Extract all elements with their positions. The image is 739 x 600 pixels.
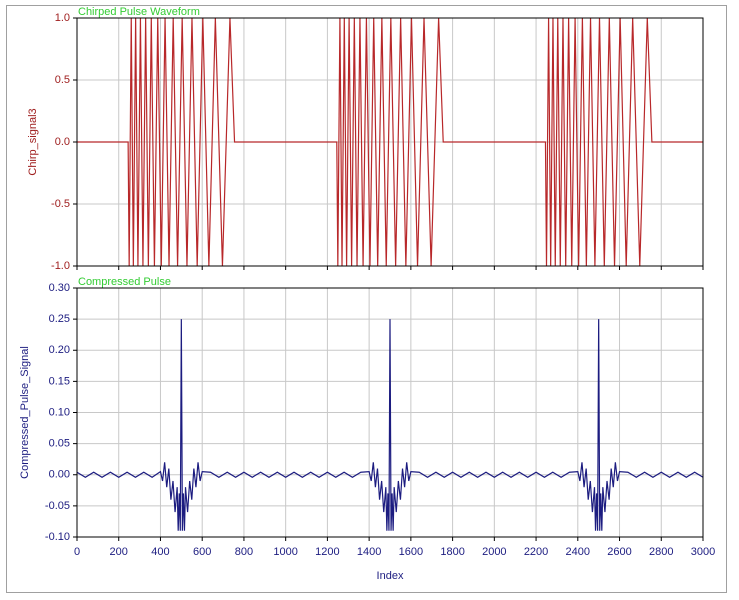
x-tick-label: 2200 xyxy=(524,546,548,558)
series-line xyxy=(76,319,704,531)
x-tick-label: 1800 xyxy=(440,546,464,558)
x-tick-label: 1600 xyxy=(399,546,423,558)
y-tick-label: 0.05 xyxy=(49,438,70,450)
x-tick-label: 200 xyxy=(110,546,128,558)
x-tick-label: 400 xyxy=(151,546,169,558)
chart-title: Compressed Pulse xyxy=(78,276,171,288)
series-line xyxy=(77,17,703,267)
y-tick-label: 1.0 xyxy=(55,12,70,24)
x-tick-label: 0 xyxy=(74,546,80,558)
x-tick-label: 600 xyxy=(193,546,211,558)
y-tick-label: 0.0 xyxy=(55,136,70,148)
x-tick-label: 2800 xyxy=(649,546,673,558)
plot-border xyxy=(76,287,704,538)
y-tick-label: 0.20 xyxy=(49,344,70,356)
y-axis-label: Chirp_signal3 xyxy=(27,108,39,175)
chart-title: Chirped Pulse Waveform xyxy=(78,6,200,18)
y-tick-label: -0.05 xyxy=(45,500,70,512)
x-tick-label: 3000 xyxy=(691,546,715,558)
x-tick-label: 1400 xyxy=(357,546,381,558)
y-axis-label: Compressed_Pulse_Signal xyxy=(19,346,31,479)
y-tick-label: 0.10 xyxy=(49,406,70,418)
y-tick-label: 0.15 xyxy=(49,375,70,387)
y-tick-label: 0.00 xyxy=(49,469,70,481)
y-tick-label: 0.25 xyxy=(49,313,70,325)
plot-border xyxy=(76,17,704,267)
y-tick-label: -1.0 xyxy=(51,260,70,272)
y-tick-label: 0.5 xyxy=(55,74,70,86)
x-tick-label: 2000 xyxy=(482,546,506,558)
x-tick-label: 2400 xyxy=(566,546,590,558)
x-tick-label: 2600 xyxy=(607,546,631,558)
y-tick-label: 0.30 xyxy=(49,282,70,294)
y-tick-label: -0.10 xyxy=(45,531,70,543)
x-tick-label: 1000 xyxy=(273,546,297,558)
x-tick-label: 1200 xyxy=(315,546,339,558)
x-axis-label: Index xyxy=(377,570,404,582)
x-tick-label: 800 xyxy=(235,546,253,558)
y-tick-label: -0.5 xyxy=(51,198,70,210)
